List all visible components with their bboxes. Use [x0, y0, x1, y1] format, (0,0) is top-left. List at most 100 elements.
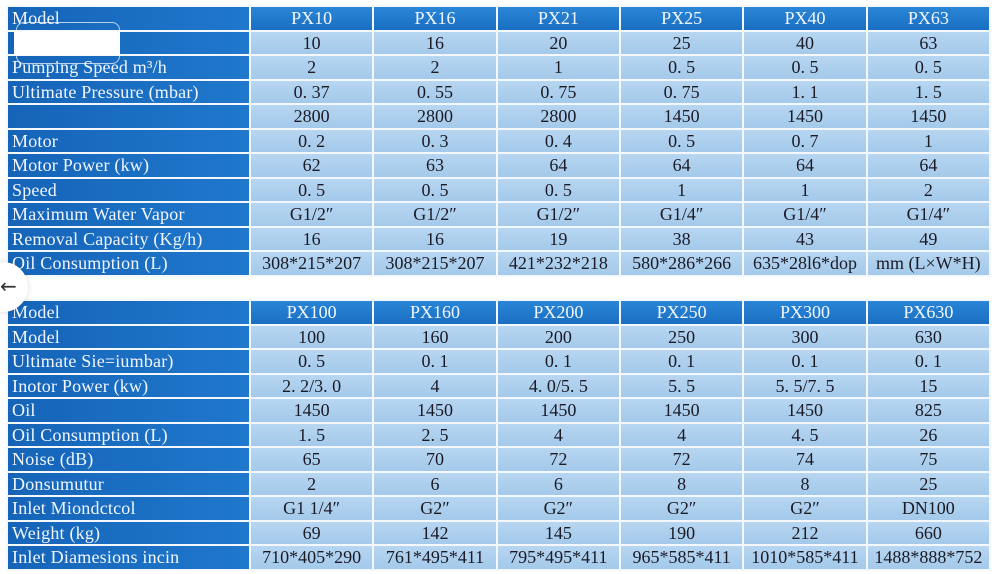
table-cell: G2″	[742, 495, 868, 522]
table-cell: 200	[495, 323, 621, 350]
table-cell: 49	[865, 225, 992, 252]
table-row: Noise (dB) 65 70 72 72 74 75	[6, 446, 992, 473]
table-cell: 1	[865, 127, 992, 154]
table-cell: 70	[372, 446, 498, 473]
table-cell: 308*215*207	[372, 250, 498, 277]
spec-table-large-models: Model PX100 PX160 PX200 PX250 PX300 PX630 Model…	[6, 299, 992, 571]
table-cell: 75	[865, 446, 992, 473]
table-cell: 0. 1	[372, 348, 498, 375]
row-label: Oil Consumption (L)	[6, 250, 251, 277]
table-cell: 825	[865, 397, 992, 424]
table-cell: 795*495*411	[495, 544, 621, 571]
table-cell: 421*232*218	[495, 250, 621, 277]
table-cell: 1. 1	[742, 78, 868, 105]
table-cell: 72	[618, 446, 745, 473]
table-cell: 0. 7	[742, 127, 868, 154]
table-cell: 19	[495, 225, 621, 252]
table-cell: 25	[865, 470, 992, 497]
table-cell: 2800	[248, 103, 375, 130]
table-row: Ultimate Sie=iumbar) 0. 5 0. 1 0. 1 0. 1 0. 1…	[6, 348, 992, 375]
table-cell: 2. 5	[372, 421, 498, 448]
table-cell: 15	[865, 372, 992, 399]
table-header-row: Model PX100 PX160 PX200 PX250 PX300 PX630	[6, 299, 992, 326]
table-cell: 1450	[742, 103, 868, 130]
table-cell: 0. 1	[865, 348, 992, 375]
table-row: Removal Capacity (Kg/h) 16 16 19 38 43 49	[6, 225, 992, 252]
table-cell: 63	[865, 29, 992, 56]
table-cell: 1450	[495, 397, 621, 424]
table-cell: 0. 5	[248, 348, 375, 375]
table-row: Weight (kg) 69 142 145 190 212 660	[6, 519, 992, 546]
column-header: PX40	[742, 5, 868, 32]
table-cell: G1/4″	[742, 201, 868, 228]
table-cell: 1450	[618, 397, 745, 424]
table-cell: 0. 1	[495, 348, 621, 375]
table-cell: 1	[618, 176, 745, 203]
table-cell: 10	[248, 29, 375, 56]
table-row: Oil Consumption (L) 308*215*207 308*215*20…	[6, 250, 992, 277]
row-label: Ultimate Pressure (mbar)	[6, 78, 251, 105]
table-cell: G1/2″	[495, 201, 621, 228]
table-row: Inlet Miondctcol G1 1/4″ G2″ G2″ G2″ G2″ DN100	[6, 495, 992, 522]
table-cell: 2800	[495, 103, 621, 130]
redaction-outline	[16, 22, 120, 64]
column-header: PX21	[495, 5, 621, 32]
table-cell: 0. 55	[372, 78, 498, 105]
row-label: Inotor Power (kw)	[6, 372, 251, 399]
table-cell: 1450	[372, 397, 498, 424]
table-cell: G1/4″	[618, 201, 745, 228]
table-row: Inotor Power (kw) 2. 2/3. 0 4 4. 0/5. 5 5. 5…	[6, 372, 992, 399]
table-cell: 212	[742, 519, 868, 546]
table-cell: 1. 5	[248, 421, 375, 448]
table-cell: 4	[618, 421, 745, 448]
table-cell: 64	[865, 152, 992, 179]
table-cell: 16	[248, 225, 375, 252]
column-header: PX630	[865, 299, 992, 326]
table-cell: 6	[495, 470, 621, 497]
table-row: 10 16 20 25 40 63	[6, 29, 992, 56]
table-cell: mm (L×W*H)	[865, 250, 992, 277]
row-label: Model	[6, 323, 251, 350]
table-cell: DN100	[865, 495, 992, 522]
table-cell: 2	[248, 470, 375, 497]
table-cell: 20	[495, 29, 621, 56]
table-cell: G1/4″	[865, 201, 992, 228]
row-label: Inlet Miondctcol	[6, 495, 251, 522]
row-label: Speed	[6, 176, 251, 203]
row-label: Oil	[6, 397, 251, 424]
table-cell: 0. 5	[372, 176, 498, 203]
table-cell: 635*28l6*dop	[742, 250, 868, 277]
table-cell: 65	[248, 446, 375, 473]
row-label: Maximum Water Vapor	[6, 201, 251, 228]
table-cell: 1450	[865, 103, 992, 130]
table-row: Motor Power (kw) 62 63 64 64 64 64	[6, 152, 992, 179]
column-header: PX63	[865, 5, 992, 32]
table-cell: 74	[742, 446, 868, 473]
table-row: Ultimate Pressure (mbar) 0. 37 0. 55 0. 75 0…	[6, 78, 992, 105]
table-cell: 1. 5	[865, 78, 992, 105]
table-cell: 8	[618, 470, 745, 497]
table-cell: 0. 2	[248, 127, 375, 154]
table-cell: 62	[248, 152, 375, 179]
table-cell: 100	[248, 323, 375, 350]
column-header: PX250	[618, 299, 745, 326]
table-cell: 2800	[372, 103, 498, 130]
table-cell: 965*585*411	[618, 544, 745, 571]
table-cell: 64	[495, 152, 621, 179]
row-label: Noise (dB)	[6, 446, 251, 473]
table-cell: 1488*888*752	[865, 544, 992, 571]
table-row: Model 100 160 200 250 300 630	[6, 323, 992, 350]
table-cell: 190	[618, 519, 745, 546]
table-row: Pumping Speed m³/h 2 2 1 0. 5 0. 5 0. 5	[6, 54, 992, 81]
table-cell: 2	[865, 176, 992, 203]
column-header: PX25	[618, 5, 745, 32]
column-header-label: Model	[6, 5, 251, 32]
table-cell: 580*286*266	[618, 250, 745, 277]
table-cell: 26	[865, 421, 992, 448]
table-cell: 6	[372, 470, 498, 497]
table-cell: 2	[372, 54, 498, 81]
table-cell: 0. 5	[742, 54, 868, 81]
row-label: Motor	[6, 127, 251, 154]
table-cell: 40	[742, 29, 868, 56]
table-cell: 4. 5	[742, 421, 868, 448]
